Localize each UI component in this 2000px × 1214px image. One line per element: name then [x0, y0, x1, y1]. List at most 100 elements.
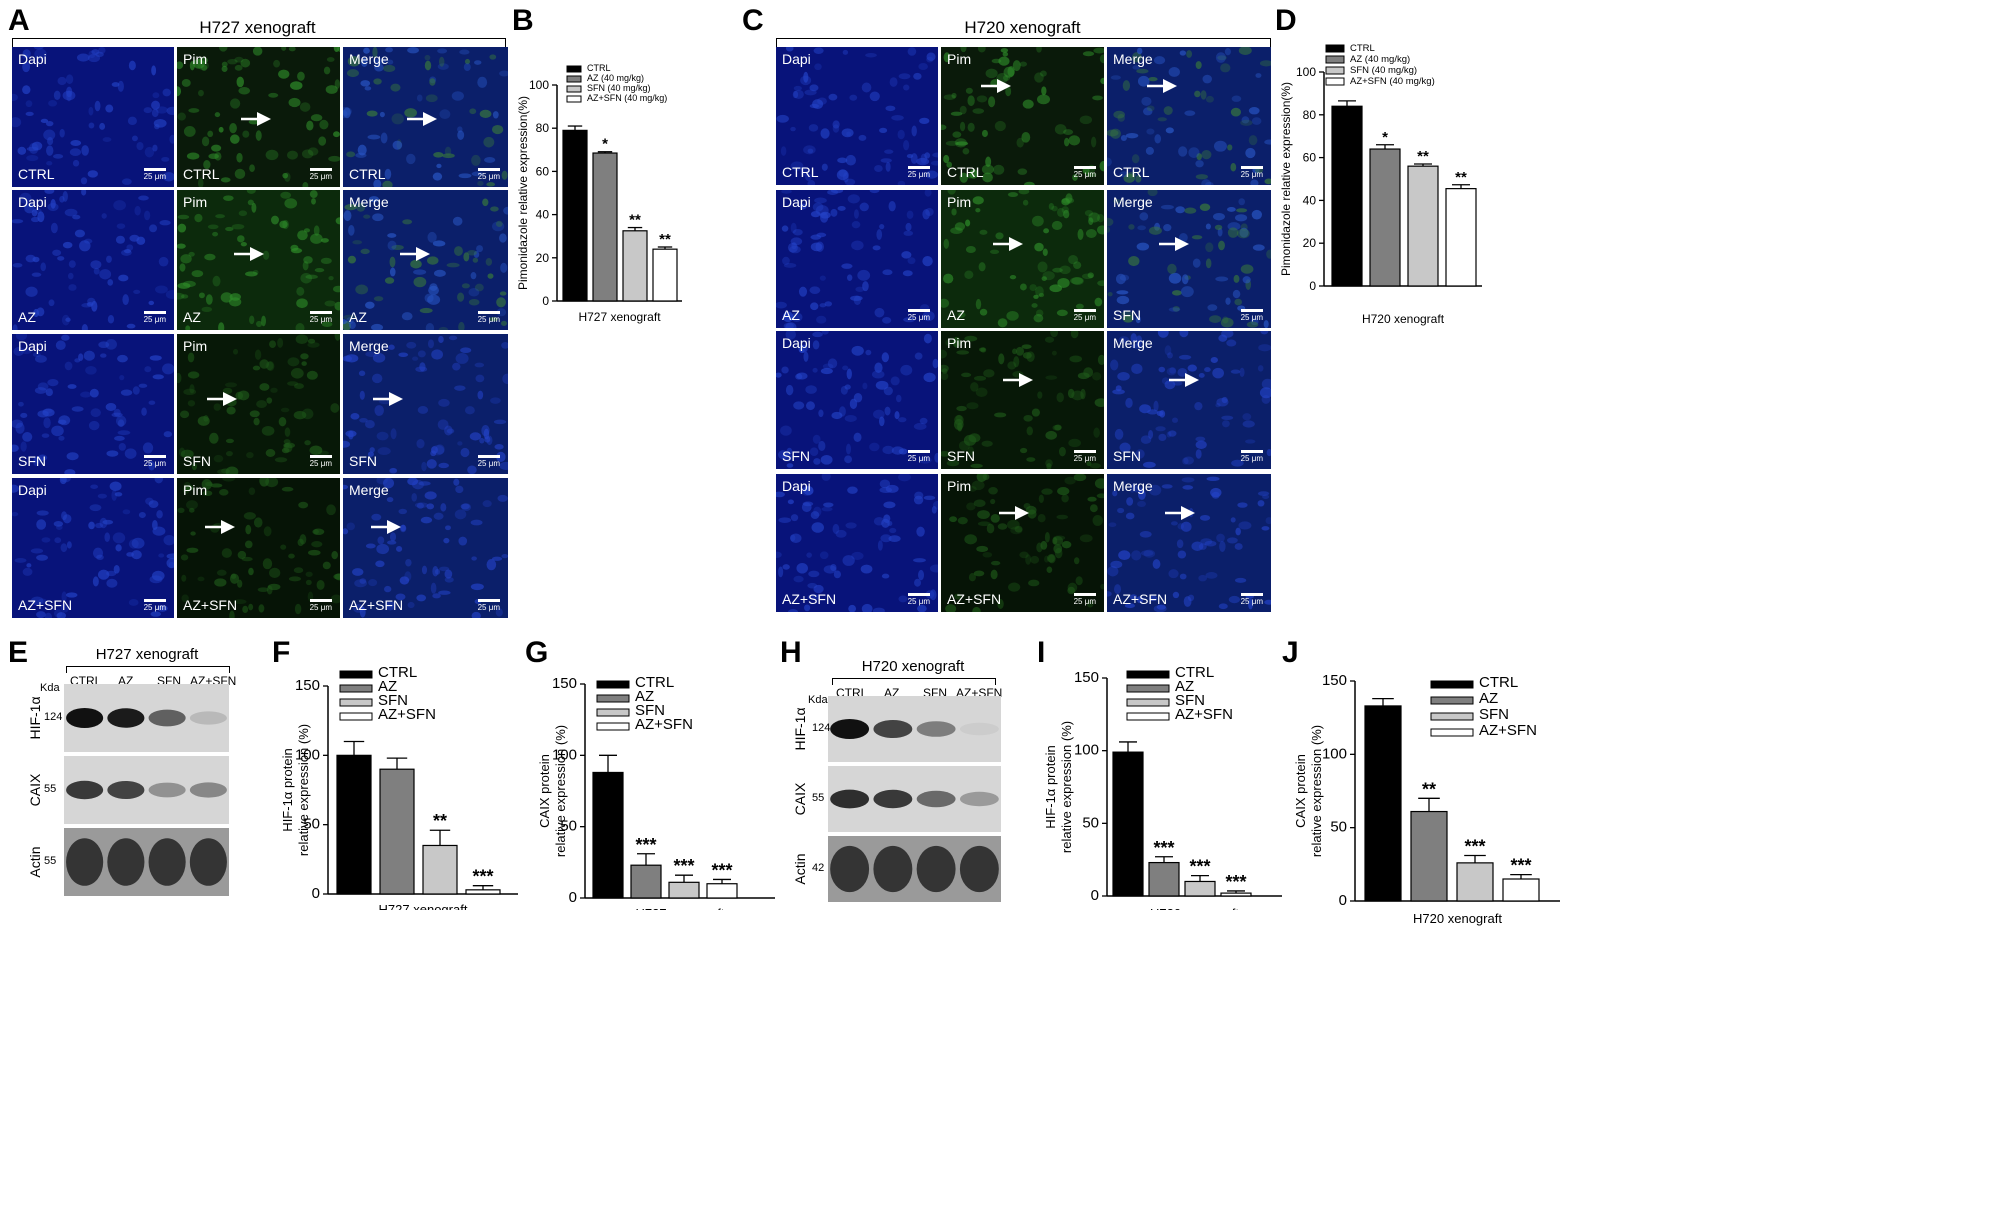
scale-bar: 25 μm — [478, 599, 500, 612]
panel-letter-j: J — [1282, 636, 1299, 669]
legend-label: AZ — [1479, 690, 1498, 707]
arrow-icon — [241, 112, 271, 126]
treatment-label: SFN — [782, 448, 810, 464]
legend-swatch — [339, 712, 373, 721]
x-axis-label: H727 xenograft — [636, 906, 725, 910]
micrograph: Dapi AZ+SFN 25 μm — [12, 478, 174, 618]
scale-bar-label: 25 μm — [143, 603, 166, 612]
scale-bar: 25 μm — [1074, 450, 1096, 463]
y-tick-label: 0 — [542, 294, 549, 308]
legend-label: AZ (40 mg/kg) — [587, 73, 644, 83]
y-tick-label: 100 — [552, 746, 577, 763]
group-a-title: H727 xenograft — [199, 18, 316, 37]
legend-swatch — [1126, 684, 1170, 693]
legend-swatch — [596, 708, 630, 717]
legend-swatch — [339, 698, 373, 707]
scale-bar: 25 μm — [1074, 166, 1096, 179]
band — [189, 711, 227, 725]
x-axis-label: H720 xenograft — [1362, 312, 1445, 326]
scale-bar-label: 25 μm — [309, 172, 332, 181]
molecular-weight: 42 — [812, 862, 825, 874]
micrograph: Pim AZ+SFN 25 μm — [177, 478, 340, 618]
arrow-icon — [1159, 237, 1189, 251]
channel-label: Dapi — [782, 335, 811, 351]
micrograph-texture — [1107, 47, 1271, 185]
bar — [1410, 810, 1448, 902]
arrow-icon — [407, 112, 437, 126]
bar — [1112, 751, 1144, 897]
micrograph-texture — [776, 190, 935, 328]
scale-bar-label: 25 μm — [477, 172, 500, 181]
bar — [1364, 705, 1402, 902]
y-tick-label: 20 — [536, 251, 550, 265]
blot-title: H720 xenograft — [861, 658, 965, 675]
y-tick-label: 150 — [552, 675, 577, 692]
treatment-label: CTRL — [947, 164, 984, 180]
molecular-weight: 55 — [812, 792, 825, 804]
legend-label: AZ+SFN — [635, 716, 693, 733]
scale-bar-label: 25 μm — [143, 459, 166, 468]
legend-swatch — [596, 722, 630, 731]
bar — [336, 754, 372, 895]
blot-membrane — [828, 696, 1001, 762]
y-tick-label: 50 — [1330, 819, 1347, 836]
y-tick-label: 60 — [536, 164, 550, 178]
micrograph: Dapi AZ 25 μm — [12, 190, 174, 330]
legend-label: AZ — [635, 688, 654, 705]
legend-swatch — [566, 65, 582, 73]
legend-label: AZ — [1175, 678, 1194, 695]
scale-bar: 25 μm — [908, 450, 930, 463]
treatment-label: SFN — [349, 453, 377, 469]
y-tick-label: 0 — [312, 885, 320, 902]
treatment-label: AZ — [782, 307, 800, 323]
y-axis-label: relative expression (%) — [1309, 725, 1324, 857]
micrograph: Merge SFN 25 μm — [1107, 190, 1271, 328]
micrograph: Dapi CTRL 25 μm — [776, 47, 938, 185]
bar — [1184, 880, 1216, 897]
band — [959, 845, 999, 893]
bar — [652, 248, 678, 302]
blot-membrane — [828, 836, 1001, 902]
band — [916, 845, 956, 893]
y-tick-label: 40 — [536, 208, 550, 222]
legend-label: SFN — [1479, 706, 1509, 723]
band — [873, 720, 913, 738]
channel-label: Pim — [947, 478, 972, 494]
blot-bracket — [832, 678, 996, 685]
band — [66, 708, 104, 728]
legend-label: CTRL — [1175, 664, 1214, 681]
y-tick-label: 0 — [1309, 279, 1316, 293]
bar — [1148, 861, 1180, 897]
legend-swatch — [1430, 728, 1474, 737]
treatment-label: CTRL — [349, 166, 386, 182]
band — [916, 721, 956, 737]
y-tick-label: 150 — [295, 677, 320, 694]
legend-label: AZ — [378, 678, 397, 695]
scale-bar-label: 25 μm — [309, 315, 332, 324]
legend-label: CTRL — [1350, 43, 1375, 54]
legend-swatch — [566, 75, 582, 83]
protein-label: HIF-1α — [27, 696, 43, 740]
bar — [592, 152, 618, 302]
micrograph: Merge AZ+SFN 25 μm — [1107, 474, 1271, 612]
panel-letter-g: G — [525, 636, 549, 669]
legend-label: CTRL — [587, 63, 611, 73]
scale-bar: 25 μm — [310, 311, 332, 324]
band — [916, 790, 956, 808]
legend-swatch — [1325, 66, 1345, 75]
treatment-label: AZ — [947, 307, 965, 323]
panel-letter-a: A — [8, 4, 30, 37]
scale-bar-label: 25 μm — [143, 315, 166, 324]
micrograph: Pim SFN 25 μm — [941, 331, 1104, 469]
legend-swatch — [1325, 44, 1345, 53]
treatment-label: CTRL — [18, 166, 55, 182]
treatment-label: AZ+SFN — [782, 591, 837, 607]
x-axis-label: H720 xenograft — [1413, 911, 1502, 926]
arrow-icon — [1169, 373, 1199, 387]
x-axis-label: H720 xenograft — [1150, 906, 1239, 910]
band — [107, 708, 145, 728]
